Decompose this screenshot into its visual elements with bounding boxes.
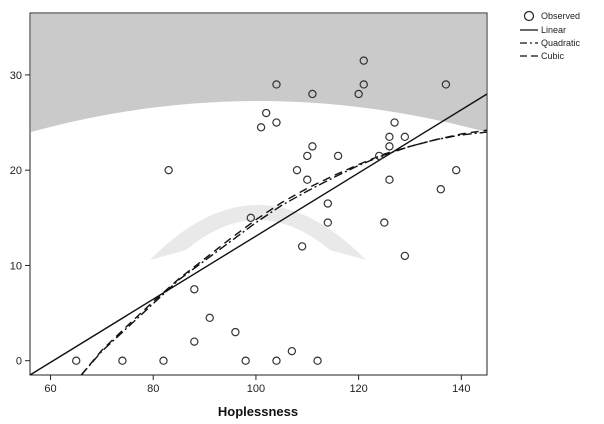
cubic-fit-line bbox=[80, 129, 487, 375]
observed-point bbox=[323, 218, 333, 227]
x-axis-label: Hoplessness bbox=[218, 404, 298, 419]
observed-point bbox=[262, 108, 271, 118]
observed-point bbox=[436, 185, 445, 194]
observed-point bbox=[118, 356, 127, 365]
y-tick-label: 0 bbox=[16, 356, 22, 368]
observed-point bbox=[303, 175, 312, 184]
observed-point bbox=[323, 199, 333, 208]
observed-point bbox=[385, 132, 394, 142]
observed-point bbox=[441, 80, 451, 89]
observed-point bbox=[354, 89, 363, 99]
observed-point bbox=[359, 80, 368, 89]
x-tick-label: 120 bbox=[349, 383, 367, 395]
plot-area-background bbox=[29, 12, 488, 376]
legend-linear-label: Linear bbox=[541, 25, 566, 35]
observed-point bbox=[159, 356, 168, 365]
quadratic-fit-line bbox=[80, 131, 487, 375]
observed-point bbox=[313, 356, 322, 365]
observed-point bbox=[390, 118, 399, 127]
legend-observed-marker bbox=[523, 10, 535, 22]
observed-point bbox=[451, 165, 461, 175]
observed-point bbox=[308, 89, 317, 99]
observed-point bbox=[72, 356, 81, 365]
legend: Observed Linear Quadratic Cubic bbox=[520, 10, 581, 61]
observed-point bbox=[333, 151, 343, 161]
x-tick-label: 60 bbox=[44, 383, 56, 395]
plot-shaded-dome bbox=[150, 205, 366, 260]
observed-point bbox=[231, 327, 240, 337]
observed-point bbox=[303, 151, 312, 161]
axis-ticks: 60 80 100 120 140 0 10 20 30 bbox=[10, 70, 471, 395]
observed-point bbox=[374, 151, 384, 161]
x-tick-label: 140 bbox=[452, 383, 470, 395]
y-tick-label: 30 bbox=[10, 70, 22, 82]
fit-lines bbox=[30, 93, 487, 375]
x-tick-label: 80 bbox=[147, 383, 159, 395]
y-tick-label: 10 bbox=[10, 260, 22, 272]
observed-point bbox=[308, 142, 317, 151]
observed-point bbox=[292, 165, 302, 175]
plot-shaded-arc bbox=[31, 14, 486, 132]
observed-point bbox=[272, 118, 281, 127]
observed-point bbox=[385, 142, 394, 151]
observed-point bbox=[400, 132, 410, 142]
legend-quadratic-label: Quadratic bbox=[541, 38, 581, 48]
observed-point bbox=[287, 346, 297, 356]
observed-point bbox=[359, 56, 368, 65]
linear-fit-line bbox=[30, 93, 487, 375]
legend-observed-label: Observed bbox=[541, 11, 580, 21]
observed-point bbox=[241, 356, 250, 365]
observed-point bbox=[246, 213, 255, 223]
observed-point bbox=[380, 218, 389, 227]
observed-point bbox=[272, 356, 281, 365]
observed-points bbox=[72, 56, 461, 365]
observed-point bbox=[190, 285, 199, 294]
observed-point bbox=[164, 165, 173, 175]
observed-point bbox=[205, 313, 214, 323]
x-tick-label: 100 bbox=[247, 383, 265, 395]
legend-cubic-label: Cubic bbox=[541, 51, 565, 61]
observed-point bbox=[385, 175, 394, 184]
observed-point bbox=[297, 242, 307, 251]
observed-point bbox=[256, 123, 266, 132]
observed-point bbox=[190, 337, 199, 346]
observed-point bbox=[400, 251, 410, 261]
y-tick-label: 20 bbox=[10, 165, 22, 177]
observed-point bbox=[272, 80, 281, 89]
